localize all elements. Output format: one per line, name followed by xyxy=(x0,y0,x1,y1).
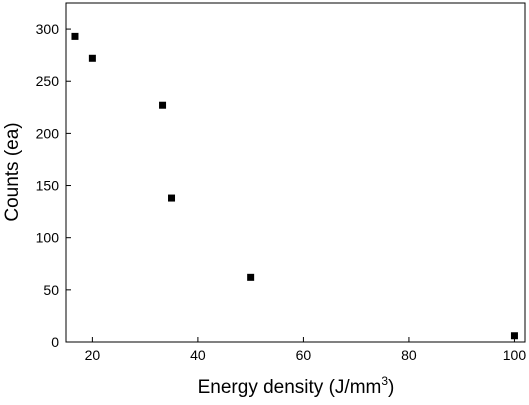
x-tick-label: 40 xyxy=(190,347,206,363)
y-axis: 0 50 100 150 200 250 300 xyxy=(36,21,71,350)
y-tick-label: 250 xyxy=(36,73,60,89)
y-tick-label: 300 xyxy=(36,21,60,37)
x-tick-label: 100 xyxy=(503,347,527,363)
data-points xyxy=(71,32,518,340)
x-tick-label: 20 xyxy=(85,347,101,363)
y-tick-label: 100 xyxy=(36,230,60,246)
x-axis-title: Energy density (J/mm3) xyxy=(198,374,395,398)
x-axis: 20 40 60 80 100 xyxy=(85,337,527,363)
data-point xyxy=(88,54,96,62)
y-tick-label: 50 xyxy=(43,282,59,298)
plot-frame xyxy=(65,2,526,343)
data-point xyxy=(71,32,79,40)
y-tick-label: 150 xyxy=(36,178,60,194)
data-point xyxy=(247,273,255,281)
data-point xyxy=(510,332,518,340)
x-tick-label: 80 xyxy=(401,347,417,363)
data-point xyxy=(168,194,176,202)
y-tick-label: 200 xyxy=(36,125,60,141)
x-axis-title-suffix: ) xyxy=(388,377,394,398)
x-axis-title-main: Energy density (J/mm xyxy=(198,377,382,398)
x-axis-title-superscript: 3 xyxy=(381,374,388,388)
y-tick-label: 0 xyxy=(51,334,59,350)
x-tick-label: 60 xyxy=(296,347,312,363)
y-axis-title: Counts (ea) xyxy=(2,122,23,221)
data-point xyxy=(159,101,167,109)
